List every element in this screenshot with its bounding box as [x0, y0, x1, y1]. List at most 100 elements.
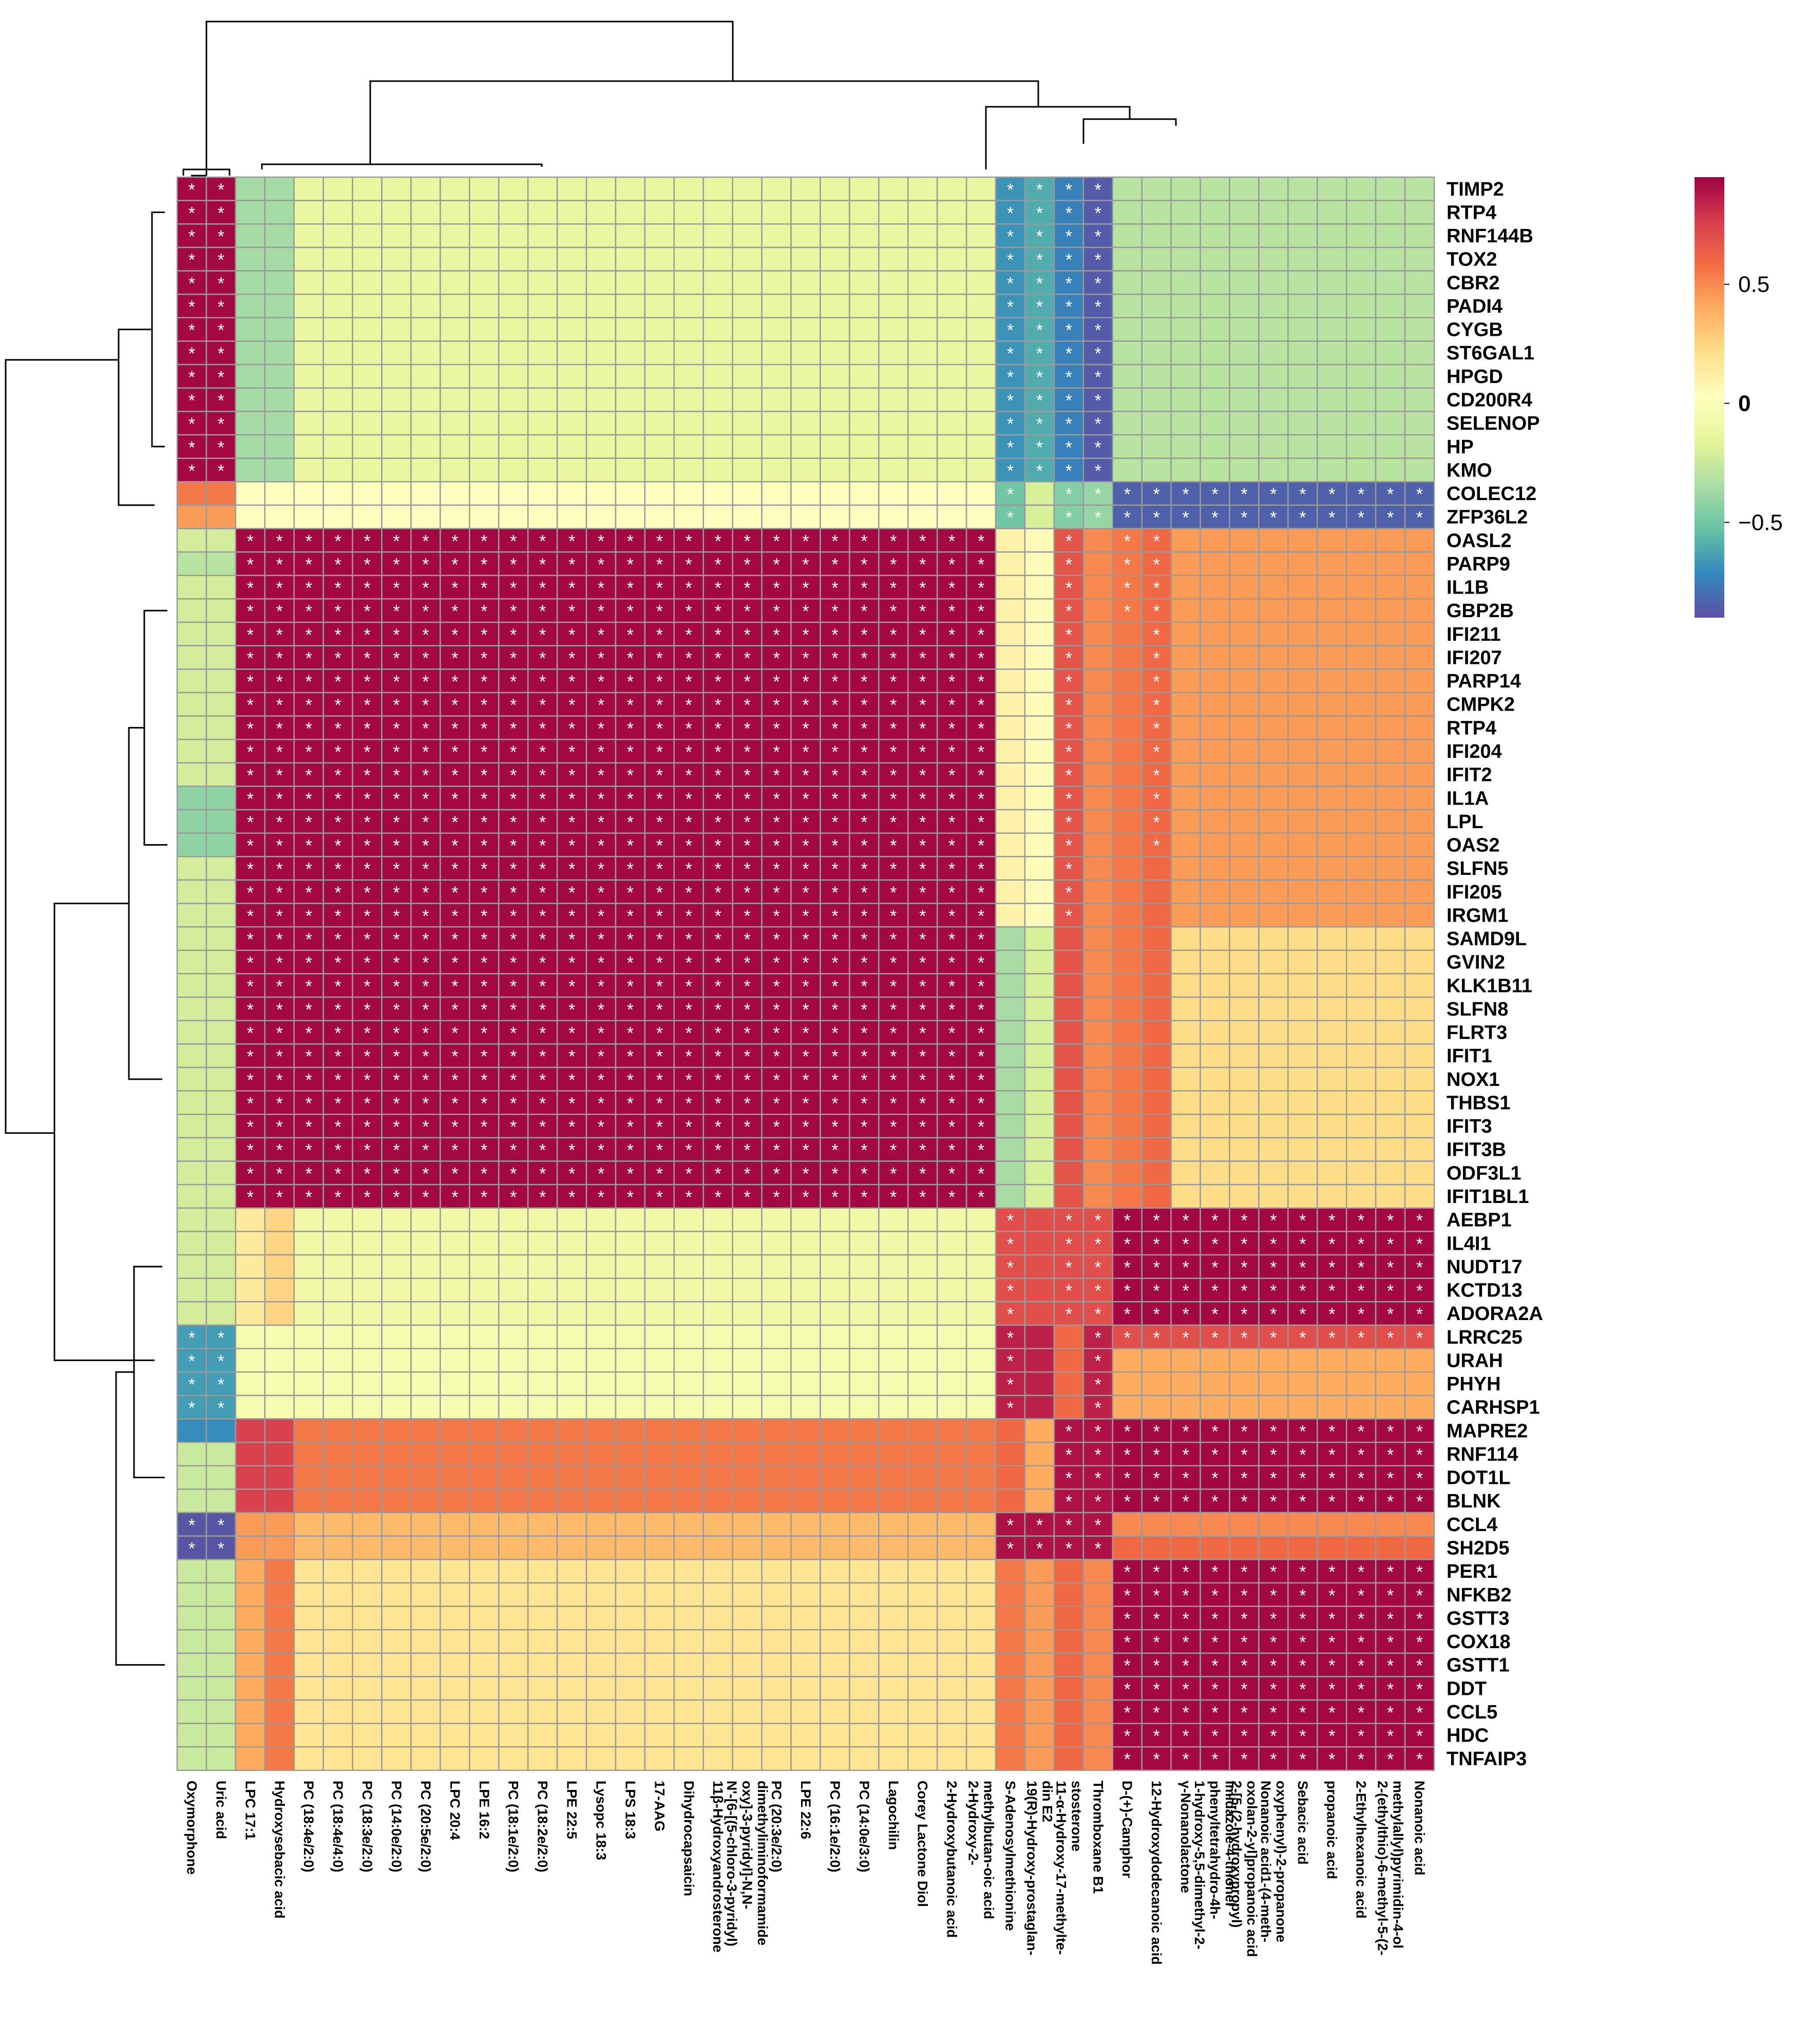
heatmap-cell — [615, 457, 646, 483]
heatmap-cell — [410, 270, 441, 295]
significance-star: * — [1007, 485, 1014, 504]
row-label: OASL2 — [1447, 530, 1512, 551]
heatmap-cell — [176, 434, 207, 459]
heatmap-cell — [849, 293, 880, 319]
heatmap-cell — [936, 481, 967, 506]
significance-star: * — [276, 672, 283, 692]
heatmap-cell — [1345, 949, 1377, 975]
heatmap-cell — [820, 270, 850, 295]
heatmap-cell — [936, 411, 967, 436]
heatmap-cell — [1200, 879, 1230, 904]
heatmap-cell — [907, 246, 938, 272]
column-label: oxy]-3-pyridyl]-N,N- — [739, 1781, 755, 1909]
significance-star: * — [831, 836, 838, 856]
significance-star: * — [306, 579, 312, 598]
heatmap-cell — [761, 1348, 792, 1373]
heatmap-cell — [1200, 903, 1230, 928]
significance-star: * — [656, 579, 663, 598]
significance-star: * — [802, 742, 809, 762]
significance-star: * — [686, 813, 692, 832]
row-label: TIMP2 — [1447, 179, 1504, 200]
heatmap-cell — [1287, 340, 1318, 366]
significance-star: * — [1066, 274, 1072, 293]
heatmap-cell — [585, 1465, 617, 1490]
significance-star: * — [393, 977, 400, 996]
heatmap-cell — [235, 293, 266, 319]
heatmap-cell — [732, 1699, 763, 1724]
significance-star: * — [744, 531, 751, 551]
significance-star: * — [919, 953, 926, 973]
heatmap-cell — [1053, 246, 1085, 272]
heatmap-cell — [1082, 621, 1114, 646]
heatmap-cell — [878, 364, 909, 389]
heatmap-cell — [585, 598, 617, 623]
significance-star: * — [715, 813, 721, 832]
heatmap-cell — [469, 1207, 500, 1232]
column-label: PC (18:4e/4:0) — [330, 1781, 346, 1873]
significance-star: * — [802, 789, 809, 809]
significance-star: * — [686, 1000, 692, 1020]
heatmap-cell — [381, 1324, 412, 1349]
heatmap-cell — [585, 364, 617, 389]
significance-star: * — [539, 555, 546, 575]
heatmap-cell — [264, 364, 295, 389]
heatmap-cell — [1258, 738, 1289, 764]
heatmap-cell — [205, 364, 237, 389]
heatmap-cell — [761, 270, 792, 295]
heatmap-cell — [936, 270, 967, 295]
significance-star: * — [831, 742, 838, 762]
heatmap-cell — [732, 1676, 763, 1701]
heatmap-cell — [1317, 1020, 1347, 1045]
heatmap-cell — [1287, 293, 1318, 319]
significance-star: * — [451, 977, 458, 996]
significance-star: * — [422, 1117, 429, 1137]
heatmap-cell — [322, 340, 353, 366]
significance-star: * — [568, 789, 575, 809]
significance-star: * — [948, 883, 955, 903]
heatmap-cell — [1258, 293, 1289, 319]
heatmap-cell — [907, 1606, 938, 1631]
heatmap-cell — [1287, 1137, 1318, 1162]
heatmap-cell — [878, 270, 909, 295]
heatmap-cell — [498, 1512, 529, 1537]
heatmap-cell — [1200, 223, 1230, 249]
heatmap-cell — [1170, 223, 1201, 249]
significance-star: * — [568, 1117, 575, 1137]
heatmap-cell — [440, 364, 470, 389]
heatmap-cell — [469, 457, 500, 483]
heatmap-cell — [176, 1465, 207, 1490]
significance-star: * — [481, 1141, 487, 1160]
column-label: oxyphenyl)-2-propanone — [1273, 1781, 1289, 1942]
significance-star: * — [978, 1071, 984, 1090]
heatmap-cell — [995, 668, 1026, 694]
heatmap-cell — [790, 1512, 821, 1537]
heatmap-cell — [322, 1559, 353, 1584]
heatmap-cell — [293, 434, 324, 459]
heatmap-cell — [761, 457, 792, 483]
heatmap-cell — [995, 692, 1026, 717]
significance-star: * — [276, 625, 283, 645]
heatmap-cell — [1317, 1535, 1347, 1560]
heatmap-cell — [965, 411, 997, 436]
significance-star: * — [861, 1047, 867, 1066]
heatmap-cell — [1112, 1348, 1143, 1373]
heatmap-cell — [702, 1441, 733, 1467]
heatmap-cell — [440, 1441, 470, 1467]
heatmap-cell — [352, 457, 383, 483]
significance-star: * — [510, 1071, 517, 1090]
significance-star: * — [335, 1188, 341, 1207]
heatmap-cell — [556, 340, 587, 366]
significance-star: * — [539, 1047, 546, 1066]
significance-star: * — [919, 672, 926, 692]
significance-star: * — [715, 579, 721, 598]
significance-star: * — [715, 625, 721, 645]
heatmap-cell — [469, 1231, 500, 1256]
significance-star: * — [744, 1047, 751, 1066]
heatmap-cell — [1317, 973, 1347, 998]
heatmap-cell — [995, 1723, 1026, 1748]
significance-star: * — [306, 555, 312, 575]
heatmap-cell — [936, 457, 967, 483]
heatmap-cell — [1112, 317, 1143, 342]
significance-star: * — [1182, 1258, 1189, 1277]
heatmap-cell — [1404, 504, 1435, 529]
